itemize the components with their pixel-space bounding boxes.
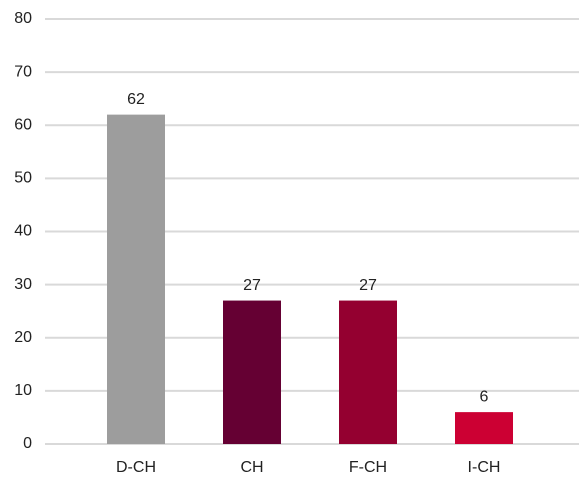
data-label: 6 — [480, 388, 489, 405]
y-tick-label: 10 — [14, 382, 32, 399]
y-tick-label: 30 — [14, 276, 32, 293]
data-label: 27 — [243, 277, 261, 294]
y-tick-label: 70 — [14, 63, 32, 80]
y-tick-label: 60 — [14, 116, 32, 133]
bar — [339, 300, 397, 444]
data-label: 27 — [359, 277, 377, 294]
y-tick-label: 0 — [23, 435, 32, 452]
x-tick-label: D-CH — [116, 459, 156, 476]
x-tick-label: I-CH — [468, 459, 501, 476]
data-label: 62 — [127, 91, 145, 108]
x-tick-label: CH — [240, 459, 263, 476]
bar — [107, 114, 165, 444]
y-tick-label: 50 — [14, 170, 32, 187]
y-tick-label: 80 — [14, 10, 32, 27]
bar — [455, 412, 513, 444]
x-tick-label: F-CH — [349, 459, 387, 476]
bar — [223, 300, 281, 444]
y-tick-label: 20 — [14, 329, 32, 346]
y-tick-label: 40 — [14, 223, 32, 240]
